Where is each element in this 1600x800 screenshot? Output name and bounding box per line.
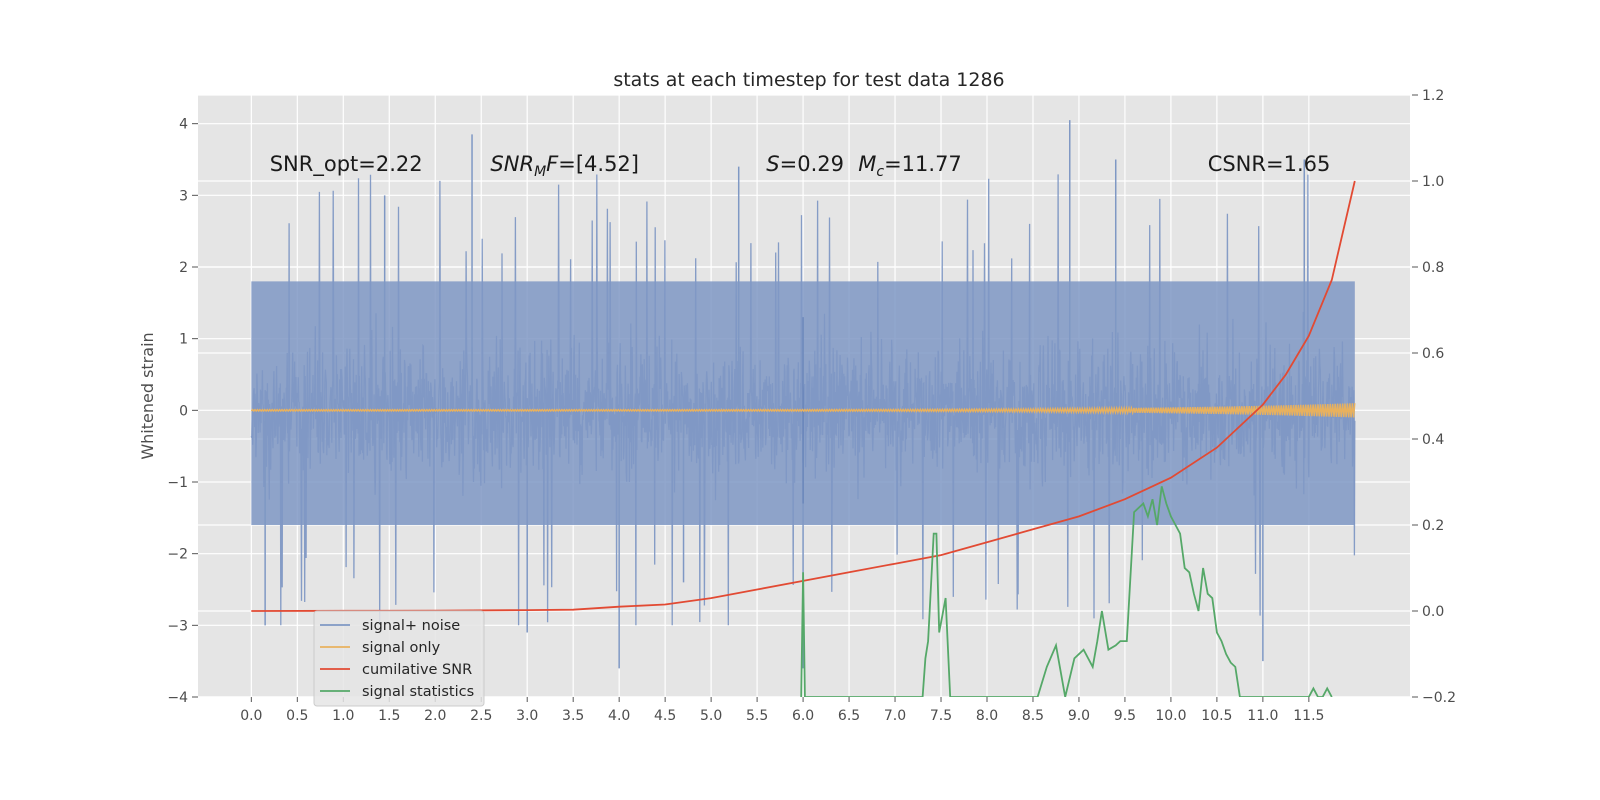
y-tick-label: −1 bbox=[167, 475, 188, 491]
x-tick-label: 5.0 bbox=[700, 708, 722, 724]
legend: signal+ noise signal only cumilative SNR si… bbox=[313, 610, 485, 707]
legend-box bbox=[313, 610, 485, 707]
y-tick-label: 0 bbox=[179, 403, 188, 419]
annotations: SNR_opt=2.22 SNRMF=[4.52] S=0.29 Mc=11.77 CS… bbox=[270, 152, 1331, 180]
x-tick-label: 10.0 bbox=[1155, 708, 1186, 724]
y2-tick-label: 0.8 bbox=[1422, 260, 1444, 276]
x-tick-label: 4.0 bbox=[608, 708, 630, 724]
plot-area bbox=[250, 120, 1356, 697]
y-tick-label: 2 bbox=[179, 260, 188, 276]
x-tick-label: 2.0 bbox=[424, 708, 446, 724]
x-tick-label: 7.5 bbox=[930, 708, 952, 724]
cumulative-snr-line bbox=[251, 180, 1356, 612]
x-tick-label: 1.5 bbox=[378, 708, 400, 724]
y-tick-label: 4 bbox=[179, 117, 188, 133]
annotation: CSNR=1.65 bbox=[1208, 152, 1331, 176]
x-tick-label: 6.5 bbox=[838, 708, 860, 724]
x-tick-label: 5.5 bbox=[746, 708, 768, 724]
y2-tick-label: 1.0 bbox=[1422, 174, 1444, 190]
legend-label: signal+ noise bbox=[362, 618, 460, 634]
x-tick-label: 9.5 bbox=[1114, 708, 1136, 724]
y-tick-label: −2 bbox=[167, 547, 188, 563]
annotation: SNR_opt=2.22 bbox=[270, 152, 423, 177]
x-tick-label: 10.5 bbox=[1201, 708, 1232, 724]
x-tick-label: 3.0 bbox=[516, 708, 538, 724]
x-tick-label: 3.5 bbox=[562, 708, 584, 724]
x-tick-label: 6.0 bbox=[792, 708, 814, 724]
annotation: SNRMF=[4.52] bbox=[490, 152, 639, 180]
signal-only-line bbox=[250, 403, 1356, 418]
x-tick-label: 8.5 bbox=[1022, 708, 1044, 724]
legend-label: signal only bbox=[362, 640, 441, 656]
y2-tick-label: 0.4 bbox=[1422, 432, 1444, 448]
y2-tick-label: 0.2 bbox=[1422, 518, 1444, 534]
y-tick-label: 1 bbox=[179, 332, 188, 348]
axes: 0.0 0.5 1.0 1.5 2.0 2.5 3.0 3.5 4.0 4.5 5.0 5.5 6.0 6… bbox=[167, 88, 1456, 724]
y2-tick-label: −0.2 bbox=[1422, 690, 1456, 706]
x-tick-label: 0.5 bbox=[286, 708, 308, 724]
y-axis-label: Whitened strain bbox=[138, 332, 157, 459]
annotation: Mc=11.77 bbox=[858, 152, 962, 180]
x-tick-label: 11.0 bbox=[1247, 708, 1278, 724]
x-tick-label: 4.5 bbox=[654, 708, 676, 724]
y2-tick-label: 0.6 bbox=[1422, 346, 1444, 362]
x-tick-label: 9.0 bbox=[1068, 708, 1090, 724]
x-tick-label: 1.0 bbox=[332, 708, 354, 724]
x-tick-label: 2.5 bbox=[470, 708, 492, 724]
y2-tick-label: 1.2 bbox=[1422, 88, 1444, 104]
y2-tick-label: 0.0 bbox=[1422, 604, 1444, 620]
legend-label: signal statistics bbox=[362, 684, 474, 700]
y-tick-label: −3 bbox=[167, 618, 188, 634]
x-tick-label: 7.0 bbox=[884, 708, 906, 724]
x-tick-label: 11.5 bbox=[1293, 708, 1324, 724]
series-layer bbox=[250, 120, 1356, 697]
annotation: S=0.29 bbox=[766, 152, 844, 176]
chart-title: stats at each timestep for test data 128… bbox=[613, 69, 1004, 91]
x-tick-label: 0.0 bbox=[240, 708, 262, 724]
y-tick-label: −4 bbox=[167, 690, 188, 706]
y-tick-label: 3 bbox=[179, 188, 188, 204]
x-tick-label: 8.0 bbox=[976, 708, 998, 724]
legend-label: cumilative SNR bbox=[362, 662, 472, 678]
signal-statistics-line bbox=[800, 486, 1333, 697]
